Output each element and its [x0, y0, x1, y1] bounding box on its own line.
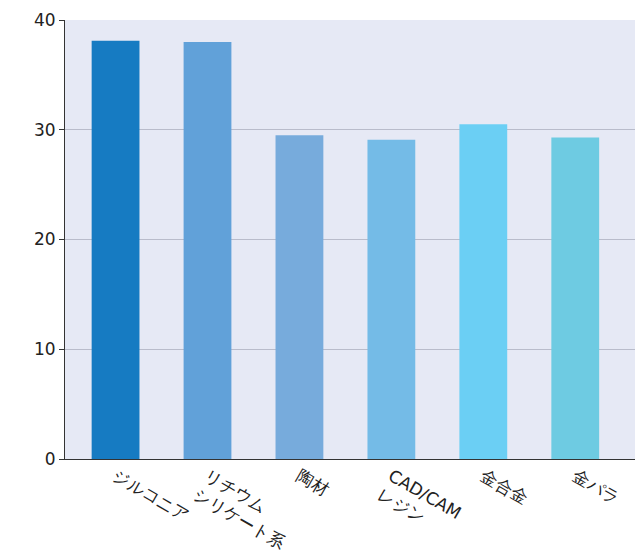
svg-text:金パラ: 金パラ [569, 465, 623, 508]
svg-text:40: 40 [34, 10, 56, 30]
svg-text:リチウムシリケート系: リチウムシリケート系 [190, 465, 299, 552]
svg-text:CAD/CAMレジン: CAD/CAMレジン [374, 465, 465, 542]
svg-text:ジルコニア: ジルコニア [109, 465, 193, 525]
svg-text:20: 20 [34, 229, 56, 249]
svg-text:30: 30 [34, 120, 56, 140]
svg-text:10: 10 [34, 339, 56, 359]
svg-text:0: 0 [45, 449, 56, 469]
svg-text:金合金: 金合金 [477, 465, 531, 508]
svg-text:陶材: 陶材 [293, 465, 332, 499]
